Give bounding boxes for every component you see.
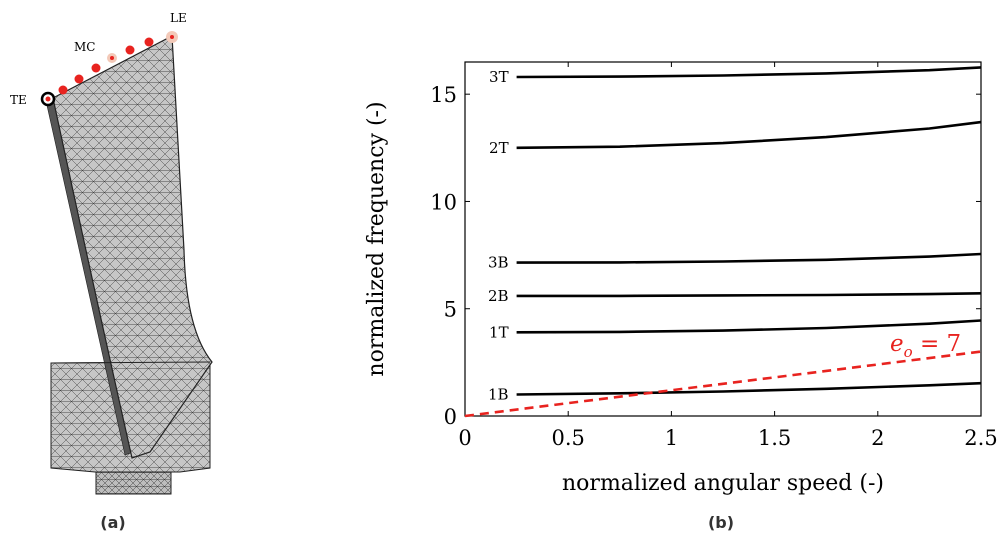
mode-line-2t	[517, 122, 981, 148]
mode-line-3b	[517, 254, 981, 263]
y-tick-label: 10	[430, 190, 457, 214]
mode-label: 3T	[489, 68, 509, 86]
mode-label: 2B	[488, 287, 509, 305]
series-labels: 1B 1T 2B 3B 2T 3T	[488, 68, 509, 404]
mode-line-1b	[517, 383, 981, 394]
excitation-annotation: eo = 7	[890, 331, 961, 361]
tick-labels: 0 0.5 1 1.5 2 2.5 0 5 10 15	[430, 83, 997, 450]
tick-marks	[465, 62, 981, 416]
mode-label: 1B	[488, 386, 509, 404]
tip-marker	[59, 86, 68, 95]
frequency-chart: 0 0.5 1 1.5 2 2.5 0 5 10 15 1B 1T 2B 3B 2T 3T eo = 7 n…	[364, 62, 998, 496]
series-lines	[465, 67, 981, 416]
mode-line-1t	[517, 321, 981, 333]
excitation-line	[465, 352, 981, 416]
blade-mesh-panel: LE MC TE	[10, 11, 212, 494]
mode-line-3t	[517, 67, 981, 77]
tip-marker	[92, 64, 101, 73]
te-marker-inner	[46, 97, 51, 102]
x-tick-label: 2.5	[964, 426, 997, 450]
y-tick-label: 5	[444, 298, 457, 322]
x-tick-label: 0	[458, 426, 471, 450]
plot-frame	[465, 62, 981, 416]
blade-root-stub	[96, 472, 171, 494]
tip-marker	[75, 75, 84, 84]
mode-label: 2T	[489, 139, 509, 157]
x-tick-label: 0.5	[551, 426, 584, 450]
x-axis-label: normalized angular speed (-)	[562, 471, 884, 496]
caption-a: (a)	[100, 513, 125, 532]
y-axis-label: normalized frequency (-)	[364, 101, 389, 376]
mode-line-2b	[517, 293, 981, 296]
mc-label: MC	[74, 40, 95, 54]
tip-marker	[126, 46, 135, 55]
le-marker-inner	[170, 35, 174, 39]
mc-marker-inner	[110, 56, 114, 60]
y-tick-label: 15	[430, 83, 457, 107]
mode-label: 1T	[489, 323, 509, 341]
tip-marker	[145, 38, 154, 47]
x-tick-label: 2	[871, 426, 884, 450]
x-tick-label: 1.5	[758, 426, 791, 450]
caption-b: (b)	[708, 513, 734, 532]
te-label: TE	[10, 93, 27, 107]
y-tick-label: 0	[444, 405, 457, 429]
x-tick-label: 1	[665, 426, 678, 450]
le-label: LE	[170, 11, 187, 25]
mode-label: 3B	[488, 254, 509, 272]
